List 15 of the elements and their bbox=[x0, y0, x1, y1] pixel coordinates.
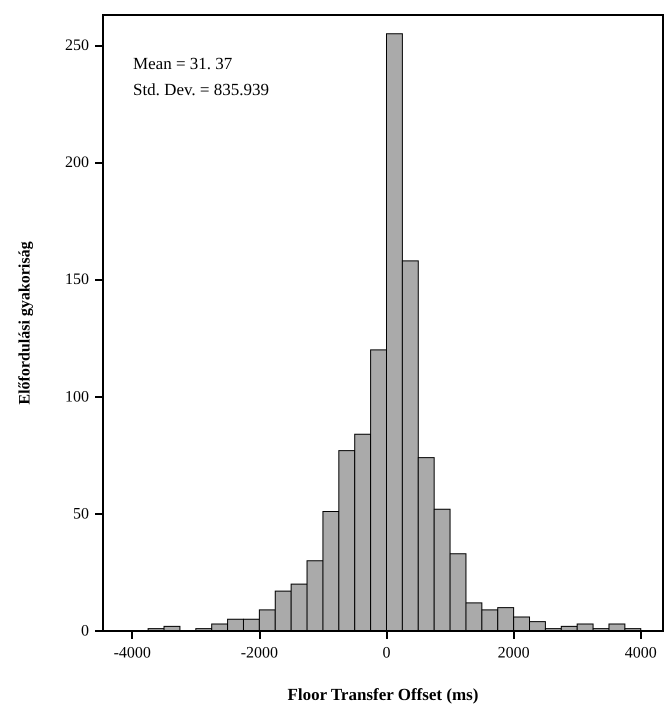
x-tick-label: 0 bbox=[382, 644, 390, 662]
annotation: Mean = 31. 37 bbox=[133, 54, 233, 73]
x-tick-label: 2000 bbox=[498, 644, 530, 662]
x-tick-label: -2000 bbox=[240, 644, 278, 662]
annotation: Std. Dev. = 835.939 bbox=[133, 80, 269, 99]
y-tick-label: 50 bbox=[73, 505, 89, 522]
y-axis-title: Előfordulási gyakoriság bbox=[16, 241, 34, 405]
y-tick-label: 200 bbox=[65, 154, 89, 172]
y-tick-label: 100 bbox=[65, 388, 89, 406]
y-tick-label: 250 bbox=[65, 36, 89, 54]
x-tick-label: 4000 bbox=[624, 644, 657, 662]
y-tick-label: 0 bbox=[81, 622, 89, 640]
x-axis-title: Floor Transfer Offset (ms) bbox=[288, 685, 478, 704]
x-tick-label: -4000 bbox=[114, 644, 151, 662]
y-tick-label: 150 bbox=[65, 271, 89, 288]
